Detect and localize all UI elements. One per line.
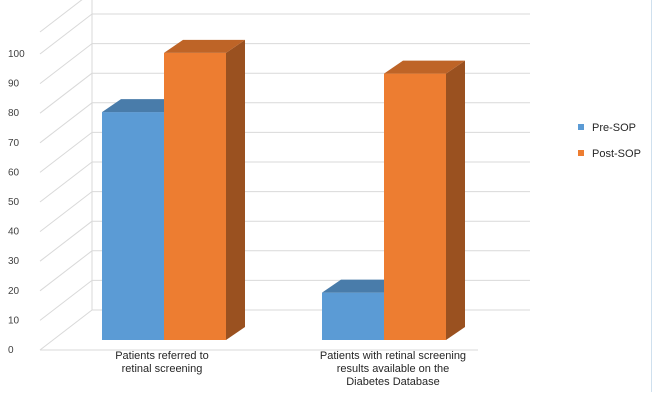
bar-side-post-sop (446, 60, 465, 340)
legend-entry-label: Pre-SOP (592, 122, 636, 134)
bar-front-pre-sop (322, 292, 384, 340)
gridline-wall (39, 102, 93, 144)
frame-edge (651, 0, 652, 392)
gridline-wall (39, 132, 93, 173)
x-category-label: Patients referred to retinal screening (115, 350, 209, 375)
bars (102, 39, 465, 340)
y-tick-label: 0 (8, 345, 14, 356)
chart-side-wall (40, 0, 92, 350)
bar-top-pre-sop (322, 279, 403, 293)
x-category-label: Patients with retinal screening results a… (320, 350, 466, 388)
gridline-wall (39, 43, 93, 84)
gridline-wall (39, 13, 93, 55)
y-tick-label: 10 (8, 315, 20, 326)
gridline-wall (39, 72, 93, 114)
gridline-wall (39, 220, 93, 262)
y-tick-label: 50 (8, 197, 20, 208)
bar-front-post-sop (164, 52, 226, 340)
y-axis-tick-labels: 0 10 20 30 40 50 60 70 80 90 100 (8, 49, 25, 356)
gridline-wall (39, 161, 93, 203)
y-tick-label: 70 (8, 138, 20, 149)
y-tick-label: 100 (8, 49, 25, 60)
y-tick-label: 30 (8, 256, 20, 267)
x-axis-category-labels: Patients referred to retinal screening Pat… (115, 350, 466, 388)
legend: Pre-SOP Post-SOP (578, 122, 641, 160)
gridline-wall (39, 191, 93, 232)
y-tick-label: 20 (8, 286, 20, 297)
legend-swatch (578, 150, 584, 156)
y-tick-label: 40 (8, 227, 20, 238)
bar-side-post-sop (226, 39, 245, 340)
y-tick-label: 60 (8, 167, 20, 178)
legend-swatch (578, 124, 584, 130)
y-tick-label: 90 (8, 79, 20, 90)
bar-top-post-sop (164, 39, 245, 53)
bar-front-post-sop (384, 73, 446, 340)
legend-entry-label: Post-SOP (592, 148, 641, 160)
gridline-wall (39, 309, 93, 351)
gridline-wall (39, 280, 93, 321)
gridline-wall-top (39, 0, 83, 33)
gridline-wall (39, 250, 93, 292)
bar-top-pre-sop (102, 99, 183, 113)
bar-front-pre-sop (102, 112, 164, 340)
y-tick-label: 80 (8, 108, 20, 119)
bar-top-post-sop (384, 60, 465, 74)
